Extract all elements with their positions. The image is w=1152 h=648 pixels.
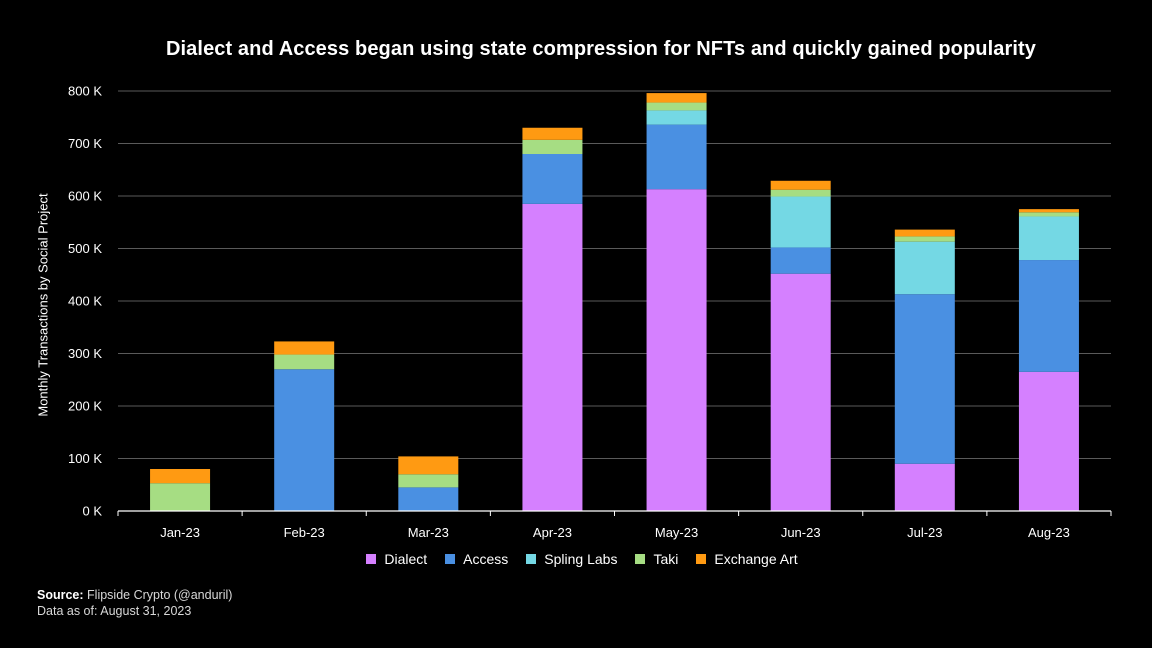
date-line: Data as of: August 31, 2023 bbox=[37, 603, 232, 619]
source-label: Source: bbox=[37, 588, 84, 602]
date-label: Data as of: bbox=[37, 604, 98, 618]
y-tick-label: 800 K bbox=[68, 84, 102, 99]
bar-segment-dialect bbox=[894, 463, 955, 511]
bar-segment-dialect bbox=[646, 189, 707, 512]
source-line: Source: Flipside Crypto (@anduril) bbox=[37, 587, 232, 603]
legend-item: Access bbox=[445, 551, 508, 567]
legend-item: Exchange Art bbox=[696, 551, 798, 567]
x-tick-label: Jan-23 bbox=[160, 525, 200, 540]
legend-label: Exchange Art bbox=[714, 551, 798, 567]
bar-segment-spling-labs bbox=[894, 241, 955, 295]
legend-swatch bbox=[366, 554, 377, 564]
bar-segment-access bbox=[274, 369, 335, 511]
bar-segment-taki bbox=[894, 236, 955, 242]
x-tick-label: Aug-23 bbox=[1028, 525, 1070, 540]
bars bbox=[150, 93, 1079, 512]
bar-segment-access bbox=[398, 487, 459, 511]
x-tick-label: Jul-23 bbox=[907, 525, 942, 540]
legend-item: Dialect bbox=[366, 551, 427, 567]
bar-segment-exchange-art bbox=[150, 469, 211, 484]
y-tick-label: 500 K bbox=[68, 241, 102, 256]
legend-label: Dialect bbox=[384, 551, 428, 567]
legend-swatch bbox=[696, 554, 707, 564]
y-tick-label: 600 K bbox=[68, 189, 102, 204]
x-tick-label: Jun-23 bbox=[781, 525, 821, 540]
bar-segment-access bbox=[894, 294, 955, 464]
legend-item: Spling Labs bbox=[526, 551, 617, 567]
bar-segment-exchange-art bbox=[894, 229, 955, 237]
legend-label: Spling Labs bbox=[544, 551, 618, 567]
bar-segment-taki bbox=[1018, 212, 1079, 217]
chart-title: Dialect and Access began using state com… bbox=[165, 38, 1036, 60]
bar-segment-access bbox=[770, 247, 831, 274]
footnote: Source: Flipside Crypto (@anduril) Data … bbox=[37, 587, 232, 619]
bar-segment-taki bbox=[150, 483, 211, 511]
axes: 0 K 100 K 200 K 300 K 400 K 500 K 600 K 700 K 80… bbox=[68, 84, 1112, 540]
bar-segment-exchange-art bbox=[770, 180, 831, 190]
bar-segment-exchange-art bbox=[274, 341, 335, 355]
y-tick-label: 0 K bbox=[82, 504, 102, 519]
y-tick-label: 400 K bbox=[68, 294, 102, 309]
y-tick-label: 100 K bbox=[68, 451, 102, 466]
x-tick-label: May-23 bbox=[655, 525, 698, 540]
bar-segment-exchange-art bbox=[646, 93, 707, 103]
source-text: Flipside Crypto (@anduril) bbox=[87, 588, 233, 602]
x-tick-label: Mar-23 bbox=[408, 525, 449, 540]
y-tick-label: 700 K bbox=[68, 136, 102, 151]
legend-swatch bbox=[445, 554, 456, 564]
bar-segment-taki bbox=[646, 102, 707, 111]
bar-segment-dialect bbox=[1018, 371, 1079, 511]
y-axis-title: Monthly Transactions by Social Project bbox=[35, 193, 51, 417]
y-tick-label: 200 K bbox=[68, 399, 102, 414]
y-tick-label: 300 K bbox=[68, 346, 102, 361]
legend: Dialect Access Spling Labs Taki Exchange Art bbox=[0, 551, 1152, 567]
bar-segment-dialect bbox=[770, 273, 831, 511]
bar-segment-spling-labs bbox=[770, 196, 831, 248]
bar-segment-access bbox=[522, 154, 583, 204]
x-tick-label: Feb-23 bbox=[284, 525, 325, 540]
bar-segment-access bbox=[1018, 260, 1079, 372]
bar-segment-spling-labs bbox=[646, 110, 707, 125]
bar-segment-taki bbox=[398, 474, 459, 488]
legend-swatch bbox=[635, 554, 646, 564]
bar-segment-taki bbox=[770, 189, 831, 197]
bar-segment-access bbox=[646, 124, 707, 190]
bar-segment-dialect bbox=[522, 203, 583, 511]
bar-segment-taki bbox=[522, 139, 583, 154]
bar-segment-spling-labs bbox=[1018, 216, 1079, 261]
bar-segment-taki bbox=[274, 354, 335, 370]
legend-label: Taki bbox=[653, 551, 679, 567]
bar-segment-exchange-art bbox=[398, 456, 459, 475]
legend-swatch bbox=[526, 554, 537, 564]
x-tick-label: Apr-23 bbox=[533, 525, 572, 540]
bar-segment-exchange-art bbox=[1018, 209, 1079, 213]
date-text: August 31, 2023 bbox=[100, 604, 192, 618]
bar-segment-exchange-art bbox=[522, 127, 583, 140]
legend-item: Taki bbox=[635, 551, 678, 567]
legend-label: Access bbox=[463, 551, 509, 567]
gridlines bbox=[118, 90, 1111, 459]
